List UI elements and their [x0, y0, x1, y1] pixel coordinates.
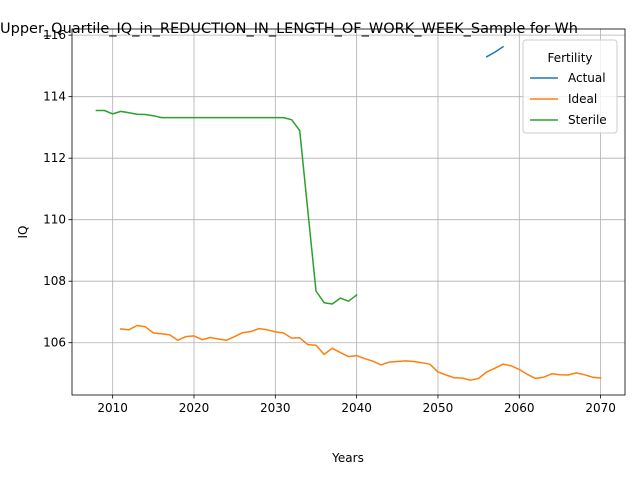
plot-frame — [71, 28, 626, 396]
y-tick-label: 112 — [43, 151, 66, 165]
x-tick-label: 2030 — [260, 401, 291, 415]
legend: Fertility Actual Ideal Sterile — [522, 39, 618, 134]
legend-label-sterile: Sterile — [568, 113, 607, 127]
axis-ticks: 2010 2020 2030 2040 2050 2060 2070 106 108 110 112… — [43, 28, 616, 415]
series-lines — [95, 45, 602, 381]
legend-label-actual: Actual — [568, 71, 606, 85]
series-line-actual — [485, 45, 505, 58]
grid — [72, 29, 625, 395]
legend-box — [522, 39, 618, 134]
legend-items: Actual Ideal Sterile — [530, 71, 607, 127]
y-tick-label: 114 — [43, 90, 66, 104]
x-tick-label: 2010 — [97, 401, 128, 415]
x-tick-label: 2050 — [423, 401, 454, 415]
legend-label-ideal: Ideal — [568, 92, 597, 106]
y-tick-label: 110 — [43, 213, 66, 227]
y-tick-label: 116 — [43, 28, 66, 42]
series-line-ideal — [119, 324, 602, 381]
x-tick-label: 2070 — [585, 401, 616, 415]
y-axis-label: IQ — [16, 226, 30, 239]
legend-title: Fertility — [547, 51, 592, 65]
y-tick-label: 108 — [43, 274, 66, 288]
x-tick-label: 2020 — [179, 401, 210, 415]
x-axis-label: Years — [331, 451, 364, 465]
y-tick-label: 106 — [43, 336, 66, 350]
x-tick-label: 2060 — [504, 401, 535, 415]
x-tick-label: 2040 — [341, 401, 372, 415]
series-line-sterile — [95, 109, 358, 305]
chart-title: Upper_Quartile_IQ_in_REDUCTION_IN_LENGTH… — [0, 21, 578, 37]
